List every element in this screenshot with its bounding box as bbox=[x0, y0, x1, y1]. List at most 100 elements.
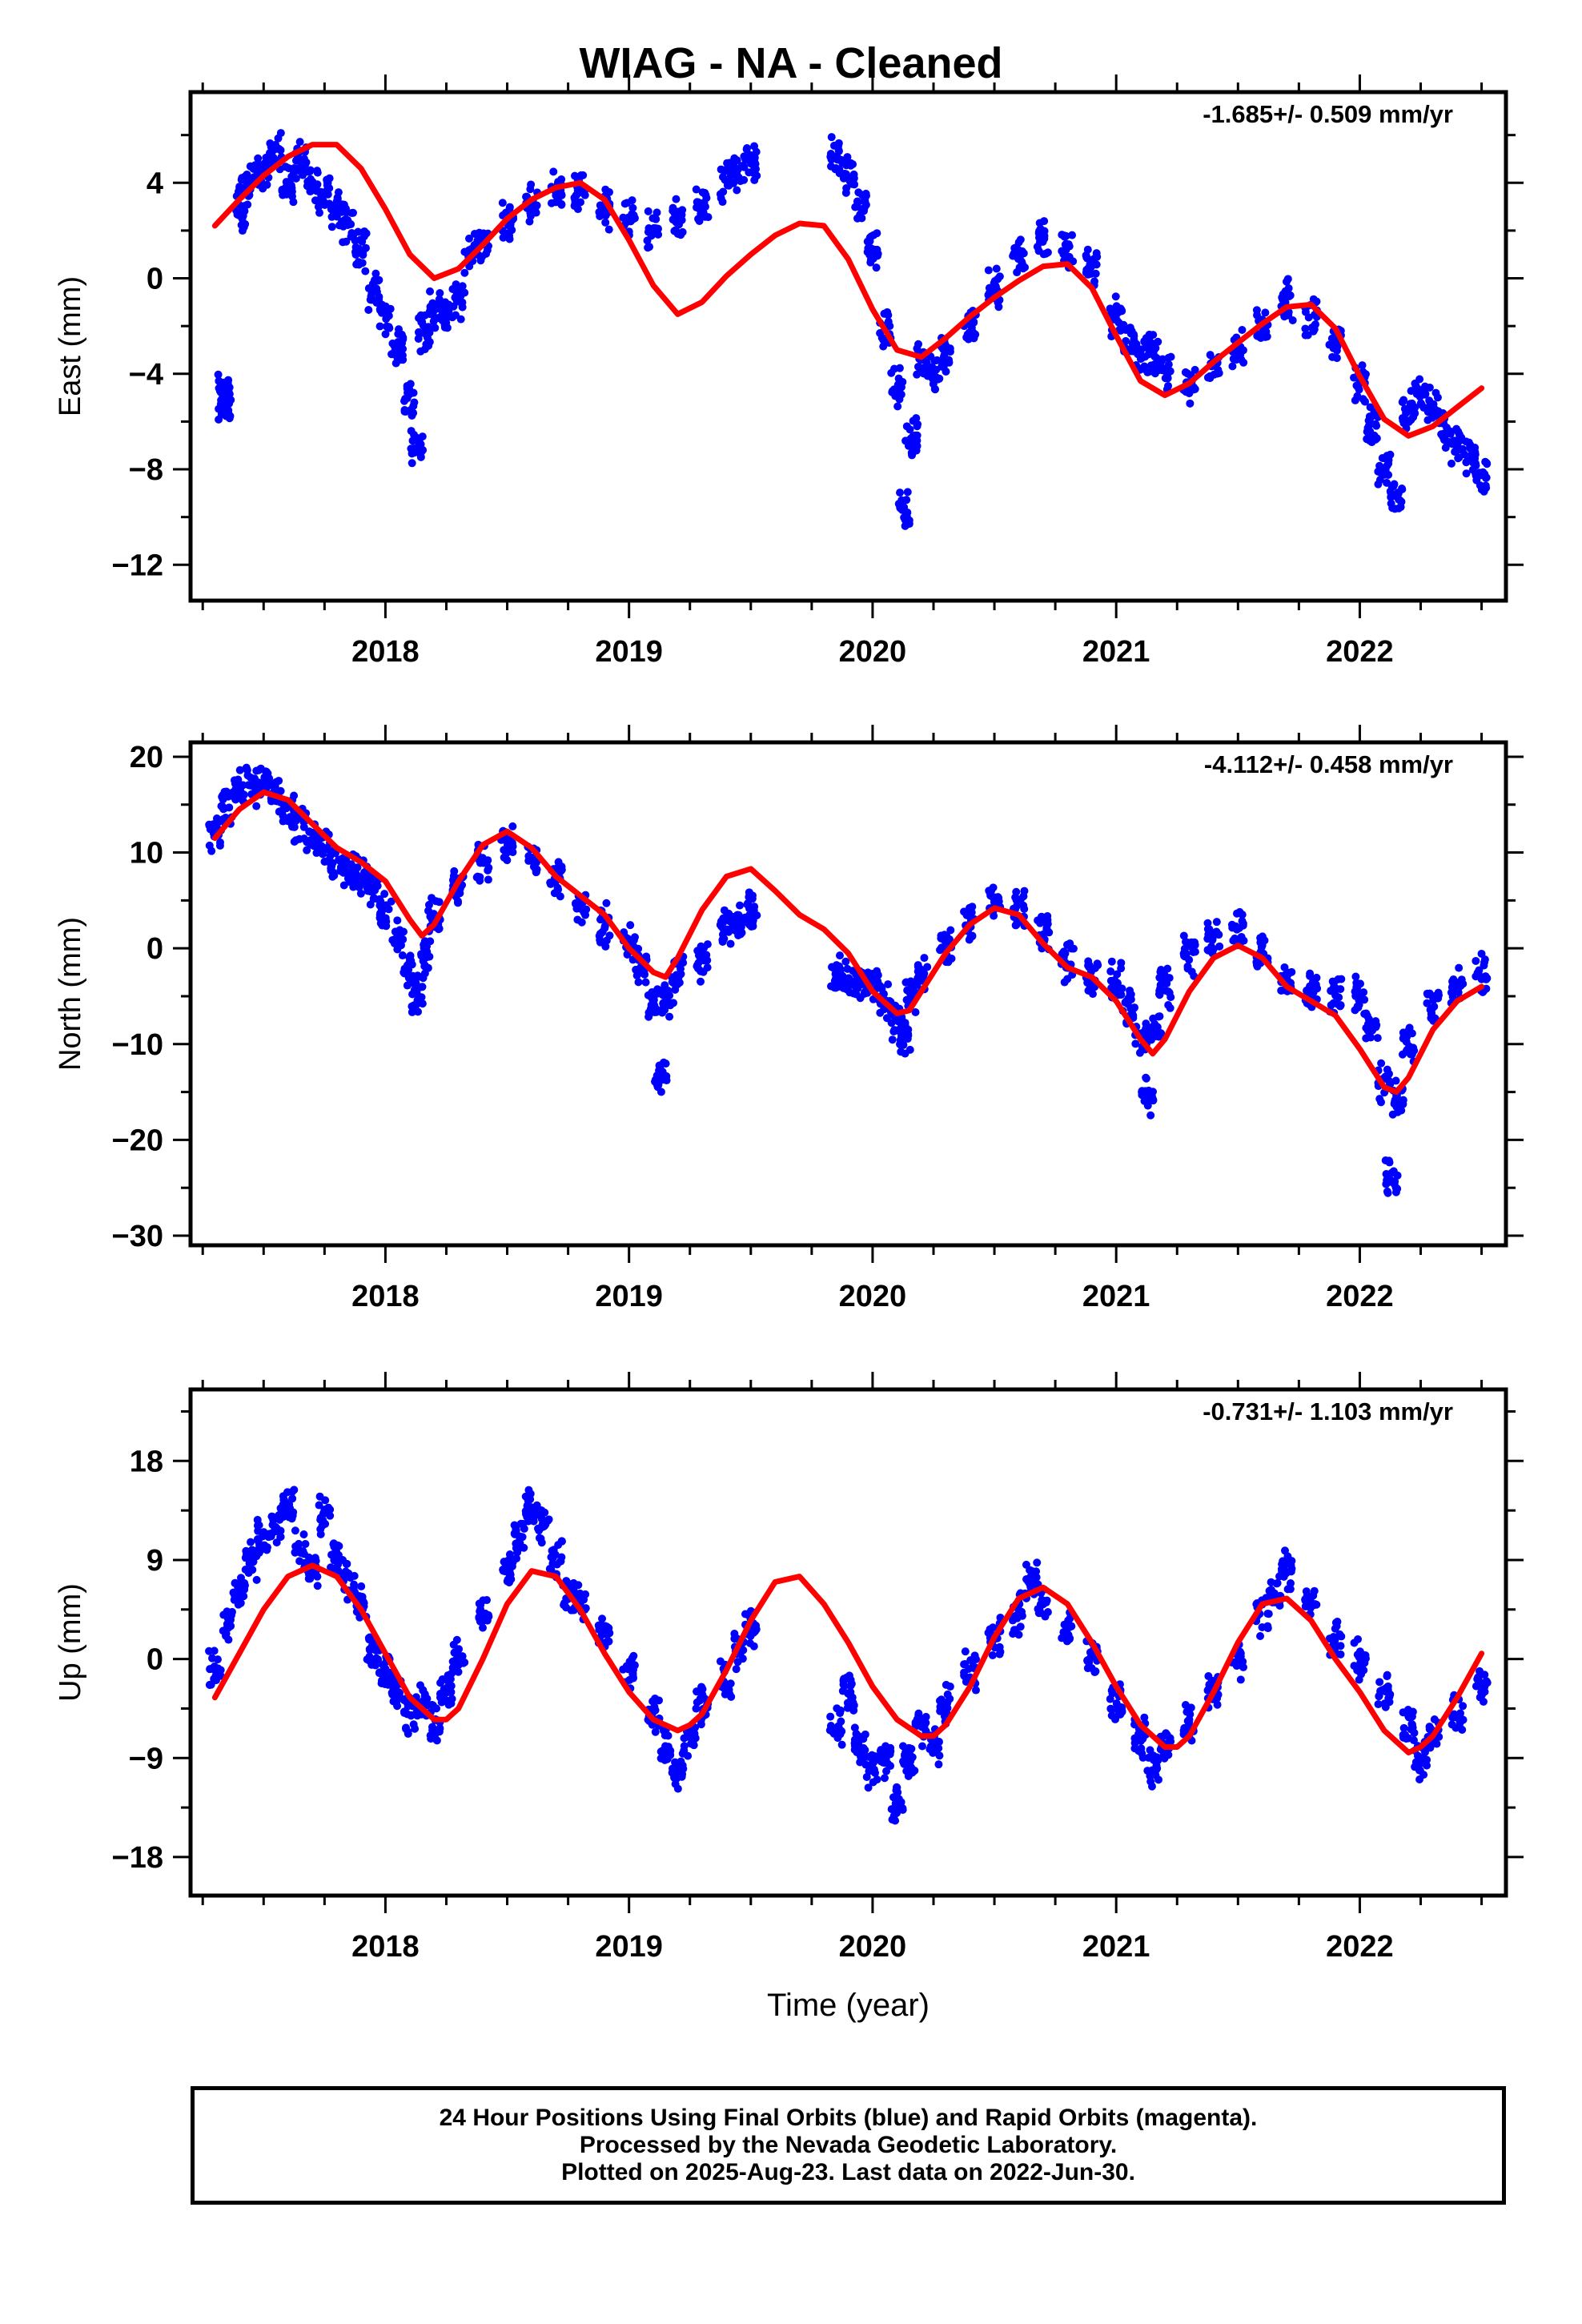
data-point bbox=[392, 1698, 401, 1707]
data-point bbox=[1229, 355, 1238, 364]
data-point bbox=[1154, 1012, 1163, 1021]
data-point bbox=[1182, 1707, 1191, 1716]
data-point bbox=[961, 1659, 970, 1668]
data-point bbox=[1256, 1632, 1265, 1641]
data-point bbox=[1034, 916, 1042, 925]
data-point bbox=[837, 1717, 845, 1726]
data-point bbox=[677, 215, 686, 224]
data-point bbox=[1025, 1579, 1034, 1588]
data-point bbox=[582, 905, 591, 914]
data-point bbox=[259, 160, 267, 169]
data-point bbox=[479, 1596, 488, 1605]
data-point bbox=[900, 1759, 909, 1768]
data-point bbox=[313, 168, 322, 177]
data-point bbox=[393, 353, 402, 362]
data-point bbox=[400, 1707, 408, 1716]
data-point bbox=[942, 341, 950, 350]
data-point bbox=[1375, 1095, 1384, 1104]
data-point bbox=[1273, 1578, 1282, 1587]
data-point bbox=[838, 1687, 847, 1695]
data-point bbox=[1434, 991, 1443, 999]
data-point bbox=[719, 914, 728, 923]
data-point bbox=[1089, 990, 1098, 999]
data-point bbox=[1142, 1074, 1150, 1083]
data-point bbox=[1112, 1699, 1121, 1708]
data-point bbox=[1373, 1034, 1382, 1043]
data-point bbox=[351, 250, 360, 259]
data-point bbox=[601, 211, 610, 220]
data-point bbox=[905, 520, 913, 529]
data-point bbox=[989, 1623, 998, 1632]
footer-line-1: 24 Hour Positions Using Final Orbits (bl… bbox=[439, 2105, 1258, 2131]
data-point bbox=[664, 1731, 673, 1740]
data-point bbox=[1363, 1019, 1372, 1028]
data-point bbox=[215, 841, 224, 850]
data-point bbox=[1452, 446, 1461, 455]
data-point bbox=[368, 1641, 377, 1650]
data-point bbox=[372, 1654, 381, 1663]
data-point bbox=[484, 863, 493, 872]
data-point bbox=[928, 363, 937, 372]
data-point bbox=[458, 1652, 467, 1661]
data-point bbox=[406, 951, 415, 960]
data-point bbox=[503, 841, 512, 850]
data-point bbox=[1358, 1662, 1367, 1671]
data-point bbox=[1459, 1702, 1468, 1711]
data-point bbox=[733, 186, 741, 195]
data-point bbox=[259, 1531, 267, 1540]
data-point bbox=[1399, 1096, 1407, 1104]
data-point bbox=[359, 251, 367, 259]
y-tick-label: −8 bbox=[129, 453, 163, 487]
data-point bbox=[449, 871, 458, 880]
data-point bbox=[221, 386, 230, 395]
x-tick-label: 2020 bbox=[839, 635, 907, 669]
data-point bbox=[601, 218, 610, 227]
data-point bbox=[368, 279, 377, 288]
data-point bbox=[944, 958, 953, 967]
rate-annotation: -0.731+/- 1.103 mm/yr bbox=[1203, 1397, 1453, 1425]
data-point bbox=[219, 378, 228, 387]
data-point bbox=[393, 916, 402, 925]
data-point bbox=[283, 1488, 292, 1497]
data-point bbox=[547, 1553, 556, 1562]
data-point bbox=[903, 488, 912, 497]
data-point bbox=[291, 1526, 299, 1535]
data-point bbox=[1126, 986, 1134, 995]
data-point bbox=[1447, 1720, 1456, 1729]
data-point bbox=[214, 370, 223, 379]
data-point bbox=[532, 858, 540, 867]
data-point bbox=[428, 1701, 437, 1710]
data-point bbox=[1184, 939, 1193, 947]
data-point bbox=[384, 905, 393, 914]
data-point bbox=[400, 1696, 408, 1705]
data-point bbox=[1138, 1749, 1146, 1758]
data-point bbox=[1086, 1648, 1094, 1657]
data-point bbox=[743, 900, 752, 909]
data-point bbox=[1437, 430, 1446, 439]
data-point bbox=[651, 1077, 660, 1086]
data-point bbox=[598, 927, 607, 936]
data-point bbox=[652, 208, 661, 217]
data-point bbox=[866, 1760, 875, 1769]
data-point bbox=[918, 1742, 927, 1751]
data-point bbox=[1191, 365, 1199, 374]
data-point bbox=[1384, 456, 1393, 464]
data-point bbox=[1040, 217, 1049, 226]
data-point bbox=[274, 134, 283, 143]
data-point bbox=[364, 305, 373, 314]
data-point bbox=[731, 169, 740, 178]
data-point bbox=[440, 311, 449, 320]
y-tick-label: −4 bbox=[129, 358, 163, 392]
data-point bbox=[323, 175, 331, 184]
data-point bbox=[895, 378, 904, 387]
data-point bbox=[725, 1680, 733, 1689]
data-point bbox=[926, 1745, 934, 1754]
data-point bbox=[694, 964, 703, 973]
data-point bbox=[1281, 1560, 1290, 1569]
data-point bbox=[339, 222, 347, 231]
data-point bbox=[339, 854, 347, 862]
data-point bbox=[741, 155, 750, 164]
data-point bbox=[1261, 308, 1270, 317]
data-point bbox=[622, 218, 631, 227]
data-point bbox=[1206, 374, 1215, 383]
